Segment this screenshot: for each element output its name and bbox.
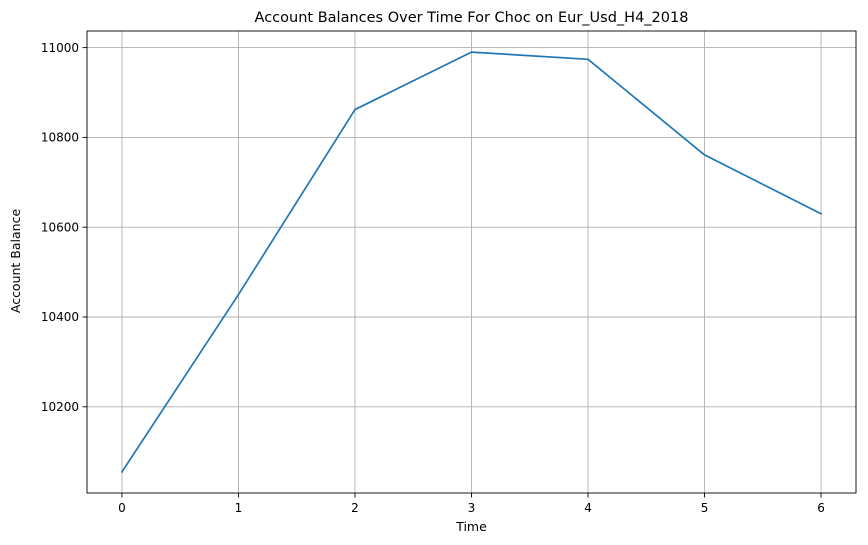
y-axis: 10200 10400 10600 10800 11000 — [41, 41, 87, 414]
x-axis: 0 1 2 3 4 5 6 — [118, 493, 825, 515]
x-tick-label: 2 — [351, 501, 359, 515]
data-point — [354, 108, 356, 111]
chart-title: Account Balances Over Time For Choc on E… — [255, 10, 689, 26]
x-tick-label: 3 — [468, 501, 476, 515]
x-tick-label: 5 — [701, 501, 709, 515]
data-point — [470, 51, 473, 53]
y-tick-label: 10600 — [41, 220, 79, 234]
y-tick-label: 10800 — [41, 131, 79, 145]
x-tick-label: 6 — [817, 501, 825, 515]
y-tick-label: 10400 — [41, 310, 79, 324]
grid — [87, 31, 856, 493]
data-point — [121, 471, 123, 473]
data-point — [820, 212, 822, 215]
x-axis-label: Time — [455, 519, 487, 534]
y-axis-label: Account Balance — [8, 209, 23, 314]
data-point — [587, 58, 589, 61]
data-point — [237, 293, 240, 296]
y-tick-label: 10200 — [41, 400, 79, 414]
series-group — [121, 51, 822, 473]
y-tick-label: 11000 — [41, 41, 79, 55]
x-tick-label: 0 — [118, 501, 126, 515]
x-tick-label: 4 — [584, 501, 592, 515]
x-tick-label: 1 — [235, 501, 243, 515]
data-point — [703, 154, 706, 156]
